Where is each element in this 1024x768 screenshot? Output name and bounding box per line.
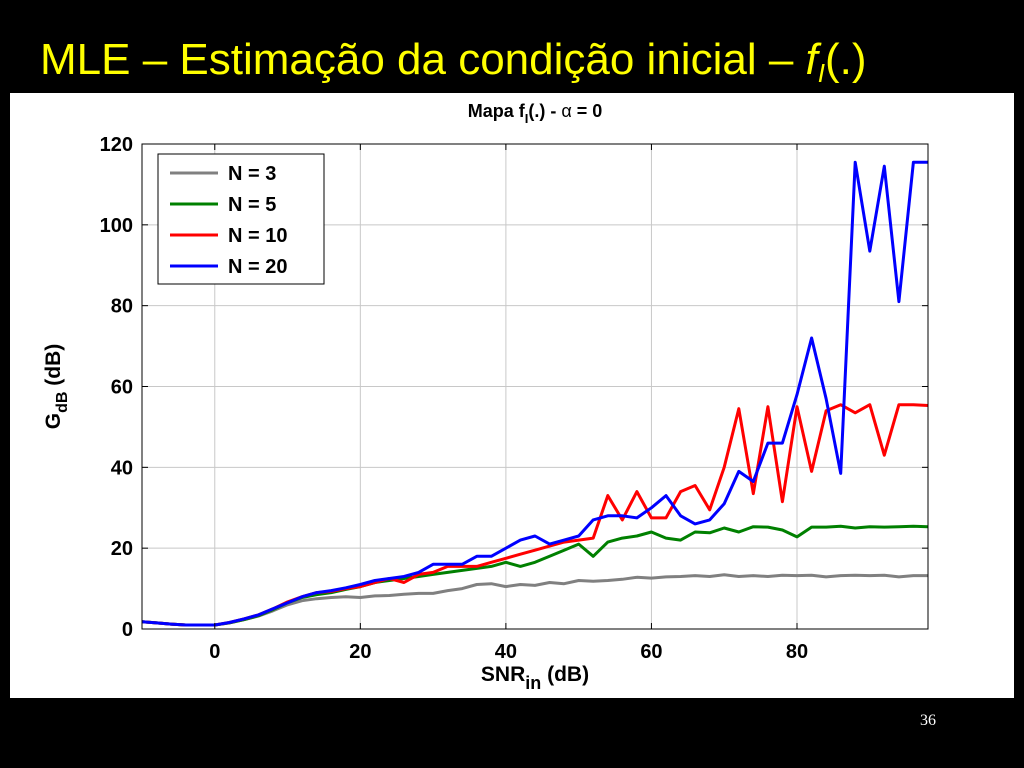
series-line-3 (141, 160, 928, 627)
y-tick-label: 100 (100, 215, 133, 237)
x-tick-label: 60 (640, 641, 662, 663)
line-chart: 0 20 40 60 80 0 20 40 60 80 100 120 Mapa fI(.) - α =… (42, 101, 929, 693)
x-tick-label: 20 (349, 641, 371, 663)
x-axis-label: SNRin (dB) (481, 663, 589, 693)
legend-box (157, 153, 325, 285)
page-number: 36 (920, 712, 936, 729)
chart-title-tail: (.) - (528, 101, 561, 121)
y-tick-label: 0 (122, 619, 133, 641)
chart-title-alpha: α (561, 101, 571, 121)
y-axis-label: GdB (dB) (42, 344, 71, 430)
y-tick-label: 60 (111, 377, 133, 399)
legend-label-2: N = 10 (228, 225, 287, 247)
y-axis-label-subscript: dB (54, 392, 71, 413)
x-axis-label-subscript: in (525, 673, 541, 693)
slide-title-subscript: I (817, 58, 825, 88)
chart-title: Mapa fI(.) - α = 0 (468, 101, 603, 126)
chart-title-end: = 0 (572, 101, 603, 121)
y-tick-label: 40 (111, 457, 133, 479)
chart-title-main: Mapa f (468, 101, 526, 121)
chart-title-subscript: I (525, 111, 529, 126)
x-axis-label-main: SNR (481, 663, 525, 686)
slide-title: MLE – Estimação da condição inicial – fI… (40, 30, 867, 103)
slide-title-tail: (.) (824, 35, 867, 84)
x-tick-label: 0 (209, 641, 220, 663)
legend-label-3: N = 20 (228, 256, 287, 278)
slide-title-f: f (805, 35, 818, 84)
y-tick-label: 80 (111, 296, 133, 318)
y-tick-label: 20 (111, 538, 133, 560)
slide-title-main: MLE – Estimação da condição inicial – (40, 35, 806, 84)
y-axis-label-main: G (42, 413, 65, 429)
y-axis-label-tail: (dB) (42, 344, 65, 392)
legend-label-1: N = 5 (228, 194, 276, 216)
x-tick-label: 40 (495, 641, 517, 663)
legend-label-0: N = 3 (228, 163, 276, 185)
y-tick-label: 120 (100, 134, 133, 156)
chart-panel: 0 20 40 60 80 0 20 40 60 80 100 120 Mapa fI(.) - α =… (10, 93, 1014, 698)
x-axis-label-tail: (dB) (541, 663, 589, 686)
x-tick-label: 80 (786, 641, 808, 663)
